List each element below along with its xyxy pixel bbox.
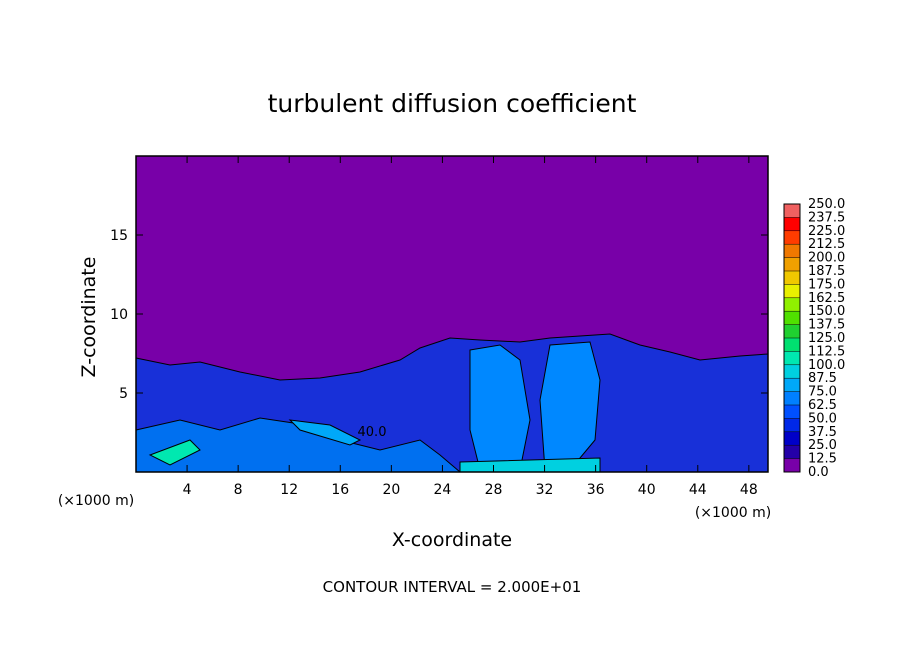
colorbar-swatch xyxy=(784,391,800,405)
x-tick-label: 20 xyxy=(382,482,400,498)
x-unit-label: (×1000 m) xyxy=(58,493,134,509)
colorbar-swatch xyxy=(784,324,800,338)
colorbar-label: 0.0 xyxy=(808,465,829,480)
x-tick-label: 32 xyxy=(536,482,554,498)
x-tick-label: 40 xyxy=(638,482,656,498)
x-tick-label: 36 xyxy=(587,482,605,498)
x-tick-label: 16 xyxy=(331,482,349,498)
x-tick-label: 44 xyxy=(689,482,707,498)
colorbar-label: 250.0 xyxy=(808,197,845,212)
colorbar-label: 150.0 xyxy=(808,304,845,319)
colorbar-swatch xyxy=(784,338,800,352)
colorbar-swatch xyxy=(784,257,800,271)
colorbar-label: 75.0 xyxy=(808,385,837,400)
y-axis-label: Z-coordinate xyxy=(78,257,100,378)
y-tick-label: 15 xyxy=(110,228,128,244)
colorbar-label: 125.0 xyxy=(808,331,845,346)
x-tick-label: 48 xyxy=(740,482,758,498)
colorbar-swatch xyxy=(784,217,800,231)
colorbar-swatch xyxy=(784,351,800,365)
chart-title: turbulent diffusion coefficient xyxy=(268,89,637,118)
colorbar-label: 212.5 xyxy=(808,237,845,252)
field-region xyxy=(148,439,201,466)
colorbar-label: 225.0 xyxy=(808,224,845,239)
colorbar-label: 237.5 xyxy=(808,210,845,225)
colorbar-swatch xyxy=(784,378,800,392)
colorbar-label: 112.5 xyxy=(808,344,845,359)
field-region xyxy=(288,419,362,446)
colorbar-swatch xyxy=(784,311,800,325)
colorbar-label: 62.5 xyxy=(808,398,837,413)
colorbar-label: 25.0 xyxy=(808,438,837,453)
x-tick-label: 28 xyxy=(485,482,503,498)
colorbar-swatch xyxy=(784,431,800,446)
colorbar-swatch xyxy=(784,230,800,245)
colorbar-label: 37.5 xyxy=(808,425,837,440)
colorbar-swatch xyxy=(784,204,800,218)
colorbar-swatch xyxy=(784,364,800,379)
colorbar-label: 12.5 xyxy=(808,452,837,467)
colorbar-label: 175.0 xyxy=(808,277,845,292)
colorbar-swatch xyxy=(784,418,800,432)
field-region xyxy=(469,344,531,471)
colorbar-label: 50.0 xyxy=(808,411,837,426)
contour-label: 40.0 xyxy=(358,425,387,440)
x-tick-label: 8 xyxy=(234,482,243,498)
footer-note: CONTOUR INTERVAL = 2.000E+01 xyxy=(323,578,582,596)
colorbar-swatch xyxy=(784,405,800,419)
colorbar-label: 162.5 xyxy=(808,291,845,306)
colorbar-swatch xyxy=(784,284,800,298)
colorbar-label: 137.5 xyxy=(808,318,845,333)
colorbar-label: 200.0 xyxy=(808,251,845,266)
colorbar-swatch xyxy=(784,445,800,459)
x-unit-label: (×1000 m) xyxy=(695,505,771,521)
field xyxy=(135,156,769,473)
x-tick-label: 4 xyxy=(183,482,192,498)
colorbar-swatch xyxy=(784,271,800,285)
colorbar-label: 187.5 xyxy=(808,264,845,279)
colorbar-swatch xyxy=(784,458,800,472)
field-region xyxy=(539,341,601,471)
colorbar-label: 87.5 xyxy=(808,371,837,386)
x-tick-label: 12 xyxy=(280,482,298,498)
x-tick-label: 24 xyxy=(434,482,452,498)
colorbar-swatch xyxy=(784,244,800,258)
y-tick-label: 5 xyxy=(119,386,128,402)
x-axis-label: X-coordinate xyxy=(392,529,512,551)
colorbar-swatch xyxy=(784,297,800,312)
y-tick-label: 10 xyxy=(110,307,128,323)
colorbar-label: 100.0 xyxy=(808,358,845,373)
